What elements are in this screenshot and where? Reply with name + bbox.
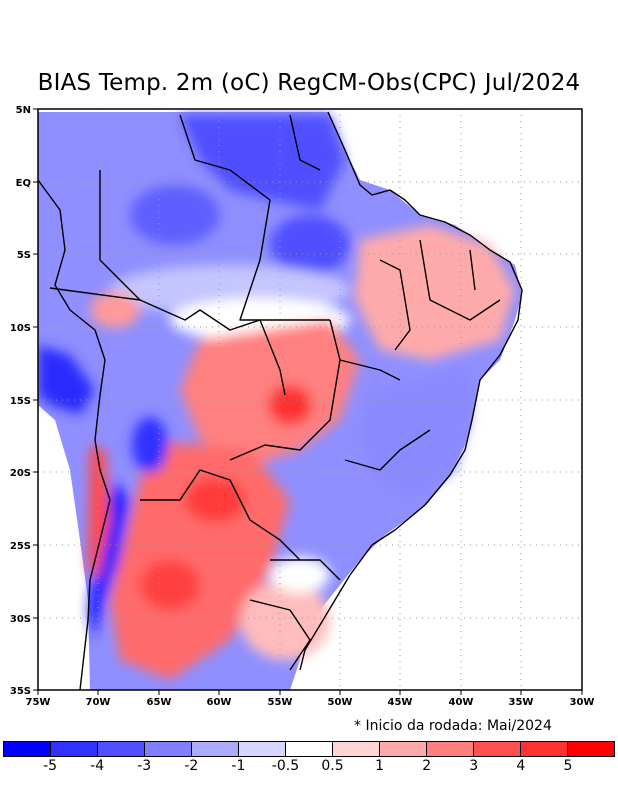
- colorbar-segment: [474, 742, 521, 756]
- lon-label: 50W: [328, 697, 353, 708]
- colorbar-segment: [286, 742, 333, 756]
- border-central-states: [229, 319, 431, 471]
- coastline-brazil: [299, 111, 523, 671]
- country-borders: [37, 111, 523, 691]
- colorbar-label: -3: [137, 758, 152, 774]
- colorbar-segment: [239, 742, 286, 756]
- lon-label: 45W: [388, 697, 413, 708]
- colorbar-segment: [427, 742, 474, 756]
- lat-label: 25S: [10, 541, 31, 552]
- colorbar-segment: [51, 742, 98, 756]
- lon-label: 30W: [570, 697, 595, 708]
- lon-ticks: [37, 690, 583, 695]
- field-red-center: [180, 320, 360, 470]
- lon-label: 40W: [449, 697, 474, 708]
- colorbar-label: -0.5: [271, 758, 300, 774]
- bias-map: 5N EQ 5S 10S 15S 20S 25S 30S 35S 75W 70W…: [10, 105, 595, 708]
- field-blue-north: [180, 115, 345, 210]
- colorbar-label: 3: [469, 758, 479, 774]
- field-red-acre: [90, 292, 140, 328]
- lat-labels: 5N EQ 5S 10S 15S 20S 25S 30S 35S: [10, 105, 31, 697]
- border-northeast-states: [379, 239, 501, 351]
- map-title: BIAS Temp. 2m (oC) RegCM-Obs(CPC) Jul/20…: [37, 70, 581, 96]
- field-blue-center: [270, 215, 350, 275]
- colorbar-label: 2: [422, 758, 432, 774]
- lon-label: 55W: [268, 697, 293, 708]
- lon-label: 70W: [86, 697, 111, 708]
- lon-label: 65W: [147, 697, 172, 708]
- colorbar-label: 5: [563, 758, 573, 774]
- run-start-note: * Inicio da rodada: Mai/2024: [354, 718, 552, 734]
- colorbar-segment: [521, 742, 568, 756]
- colorbar-segment: [145, 742, 192, 756]
- lon-labels: 75W 70W 65W 60W 55W 50W 45W 40W 35W 30W: [26, 697, 595, 708]
- grid-lines: [38, 109, 582, 690]
- colorbar-segment: [380, 742, 427, 756]
- bias-field: [38, 112, 522, 690]
- field-blue-west: [130, 185, 220, 245]
- field-red-chile-coast: [88, 445, 110, 580]
- lat-label: 35S: [10, 686, 31, 697]
- lat-label: 5S: [17, 250, 31, 261]
- colorbar-label: -2: [184, 758, 199, 774]
- colorbar-label: -5: [43, 758, 58, 774]
- colorbar-segment: [4, 742, 51, 756]
- field-white-south: [270, 557, 330, 593]
- border-andes-west: [37, 179, 111, 691]
- colorbar-segment: [568, 742, 614, 756]
- lat-label: 20S: [10, 468, 31, 479]
- colorbar-label: 0.5: [321, 758, 344, 774]
- border-bolivia-south: [140, 469, 301, 561]
- colorbar-label: 4: [516, 758, 526, 774]
- field-red-paraguay: [185, 478, 245, 522]
- lat-ticks: [33, 108, 38, 691]
- field-blue-chile: [88, 480, 130, 640]
- lon-label: 35W: [509, 697, 534, 708]
- field-blue-andes: [38, 345, 95, 415]
- lat-label: 15S: [10, 396, 31, 407]
- colorbar-label: -1: [231, 758, 246, 774]
- colorbar: [3, 741, 615, 757]
- field-blue-bolivia: [132, 417, 168, 473]
- field-red-hot: [268, 385, 312, 425]
- field-blue-southeast: [360, 365, 470, 500]
- colorbar-label: -4: [90, 758, 105, 774]
- field-pink-south: [240, 580, 330, 660]
- border-south-states: [249, 559, 341, 671]
- lon-label: 75W: [26, 697, 51, 708]
- border-peru-bolivia: [49, 287, 286, 396]
- lat-label: 5N: [16, 105, 31, 116]
- colorbar-segment: [333, 742, 380, 756]
- lat-label: EQ: [16, 178, 31, 189]
- lat-label: 10S: [10, 323, 31, 334]
- lon-label: 60W: [207, 697, 232, 708]
- field-red-argentina: [140, 560, 200, 610]
- field-pink-northeast: [355, 225, 515, 360]
- colorbar-label: 1: [375, 758, 385, 774]
- colorbar-segment: [192, 742, 239, 756]
- border-amazon-states: [99, 114, 330, 321]
- colorbar-segment: [98, 742, 145, 756]
- lat-label: 30S: [10, 614, 31, 625]
